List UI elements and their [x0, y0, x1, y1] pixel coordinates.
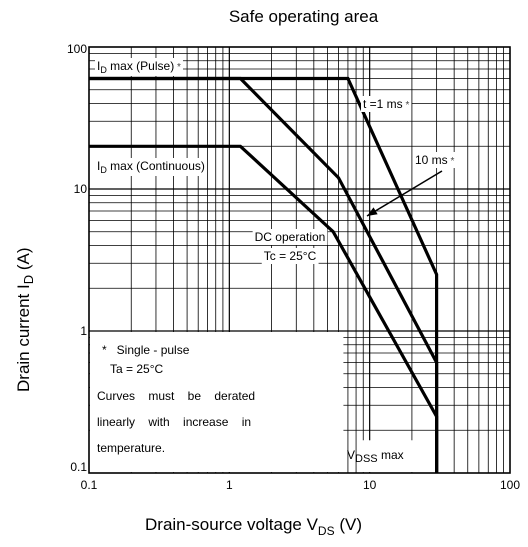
- vdss-label-background: [359, 440, 418, 472]
- x-tick-label: 10: [363, 478, 377, 492]
- label-10ms-bg: [413, 152, 457, 168]
- grid: [89, 47, 510, 473]
- label-dc-line1: DC operation: [255, 230, 326, 244]
- label-dc-line2: Tc = 25°C: [264, 249, 317, 263]
- note-line: Ta = 25°C: [110, 362, 163, 376]
- y-tick-label: 1: [80, 324, 87, 338]
- x-tick-label: 0.1: [81, 478, 98, 492]
- label-dc-line2-bg: [261, 248, 319, 264]
- note-box: [90, 332, 418, 472]
- x-tick-label: 1: [226, 478, 233, 492]
- label-dc-line1-bg: [252, 229, 328, 245]
- note-background: [90, 332, 344, 472]
- y-axis-label: Drain current ID (A): [14, 248, 36, 393]
- plot-frame: [88, 46, 511, 474]
- label-vdss: VDSS max: [347, 448, 404, 465]
- curve-dc: [89, 144, 439, 473]
- note-line: linearly with increase in: [97, 415, 251, 429]
- label-id-continuous: ID max (Continuous): [97, 159, 205, 175]
- arrow-10ms-shaft: [366, 170, 443, 217]
- label-id-continuous-bg: [95, 158, 207, 176]
- chart-title: Safe operating area: [229, 7, 379, 26]
- label-1ms: t =1 ms *: [363, 97, 409, 111]
- label-id-pulse: ID max (Pulse) *: [97, 59, 181, 75]
- arrow-10ms-head: [367, 207, 378, 216]
- curve-10ms: [89, 76, 439, 473]
- plot-border: [88, 46, 511, 474]
- note-line: * Single - pulse: [102, 343, 190, 357]
- y-tick-label: 10: [74, 182, 88, 196]
- curves-layer: [89, 76, 439, 473]
- label-1ms-bg: [361, 96, 412, 112]
- label-10ms: 10 ms *: [415, 153, 454, 167]
- label-id-pulse-bg: [95, 58, 183, 76]
- note-line: temperature.: [97, 441, 165, 455]
- y-tick-label: 100: [67, 42, 87, 56]
- x-tick-label: 100: [500, 478, 520, 492]
- y-tick-label: 0.1: [70, 460, 87, 474]
- x-axis-label: Drain-source voltage VDS (V): [145, 515, 362, 538]
- note-line: Curves must be derated: [97, 389, 255, 403]
- labels-layer: Safe operating area 0.1 1 10 100 0.1 1 10 100 Dra…: [14, 7, 520, 538]
